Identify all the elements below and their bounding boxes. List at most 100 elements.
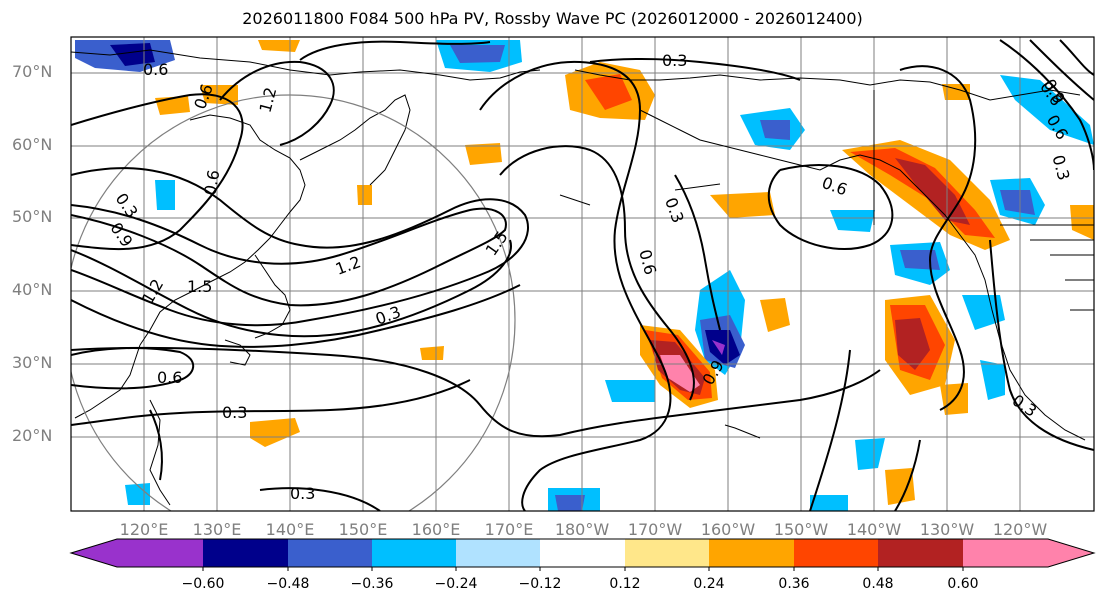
colorbar-segment — [878, 539, 963, 567]
contour-label: 1.5 — [187, 277, 212, 296]
lat-label-70n: 70°N — [12, 62, 53, 81]
shade-blob — [980, 360, 1005, 400]
contour-label: 0.3 — [290, 484, 315, 503]
map-title: 2026011800 F084 500 hPa PV, Rossby Wave … — [242, 9, 863, 28]
shade-blob — [605, 380, 655, 402]
lon-label-150e: 150°E — [338, 520, 388, 539]
lat-label-50n: 50°N — [12, 207, 53, 226]
map-frame — [70, 36, 1095, 512]
shade-blob — [450, 45, 505, 63]
pv-contours — [71, 39, 1094, 511]
colorbar-label: 0.60 — [947, 576, 979, 592]
shade-blob — [357, 185, 372, 205]
shade-blob — [585, 74, 632, 110]
colorbar-segment — [709, 539, 794, 567]
colorbar-label: −0.48 — [266, 576, 310, 592]
colorbar-segment — [117, 539, 203, 567]
contour-line — [989, 239, 1094, 451]
contour-line — [71, 346, 881, 438]
coastline — [559, 194, 591, 206]
contour-line — [149, 409, 163, 481]
contour-line — [894, 439, 921, 511]
coastline — [74, 344, 141, 419]
lon-label-150w: 150°W — [773, 520, 829, 539]
contour-line — [71, 167, 529, 327]
shade-blob — [810, 495, 848, 511]
colorbar-label: 0.36 — [778, 576, 810, 592]
contour-line — [499, 145, 695, 401]
lon-label-160e: 160°E — [411, 520, 461, 539]
lon-label-170w: 170°W — [627, 520, 683, 539]
colorbar-extend-right — [1048, 539, 1094, 567]
shade-blob — [830, 210, 875, 232]
coastline — [71, 49, 541, 81]
lon-label-160w: 160°W — [700, 520, 756, 539]
contour-line — [1059, 39, 1094, 76]
shade-blob — [900, 250, 940, 270]
shade-blob — [895, 158, 970, 225]
contour-line — [71, 239, 512, 338]
shade-blob — [760, 298, 790, 332]
shade-blob — [555, 495, 585, 511]
contour-line — [71, 284, 521, 348]
contour-line — [71, 379, 471, 426]
shade-blob — [1000, 190, 1035, 215]
contour-label: 0.6 — [143, 60, 168, 79]
shade-blob — [1070, 205, 1094, 240]
contour-line — [71, 93, 244, 251]
coastline — [1030, 239, 1094, 311]
contour-line — [71, 204, 507, 307]
contour-line — [299, 40, 491, 61]
shade-blob — [1000, 75, 1094, 145]
colorbar-label: −0.24 — [434, 576, 478, 592]
colorbar-extend-left — [71, 539, 117, 567]
contour-line — [1029, 39, 1094, 101]
colorbar-segment — [540, 539, 625, 567]
shade-blob — [465, 143, 502, 165]
coastline — [639, 109, 1086, 441]
contour-line — [589, 58, 801, 81]
coastlines — [71, 49, 1094, 506]
shade-blob — [250, 418, 300, 447]
lon-label-170e: 170°E — [484, 520, 534, 539]
lat-label-40n: 40°N — [12, 280, 53, 299]
colorbar-label: 0.12 — [609, 576, 641, 592]
colorbar-segment — [456, 539, 540, 567]
colorbar-label: 0.24 — [693, 576, 725, 592]
lat-label-60n: 60°N — [12, 135, 53, 154]
lat-label-20n: 20°N — [12, 426, 53, 445]
lon-label-130e: 130°E — [192, 520, 242, 539]
lon-label-180w: 180°W — [554, 520, 610, 539]
lat-label-30n: 30°N — [12, 353, 53, 372]
shade-blob — [760, 120, 790, 140]
lon-label-130w: 130°W — [919, 520, 975, 539]
shade-blob — [710, 192, 775, 218]
lon-label-140e: 140°E — [265, 520, 315, 539]
colorbar-segment — [794, 539, 878, 567]
colorbar-label: −0.60 — [181, 576, 225, 592]
lon-label-140w: 140°W — [846, 520, 902, 539]
coastline — [139, 114, 306, 346]
colorbar-segment — [203, 539, 288, 567]
coastline — [299, 94, 411, 186]
colorbar-outline — [69, 538, 1096, 568]
shade-blob — [885, 468, 915, 505]
contour-line — [809, 349, 851, 511]
shade-blob — [155, 180, 175, 210]
colorbar-segment — [288, 539, 372, 567]
coastline — [149, 399, 171, 506]
contour-label: 0.3 — [222, 403, 247, 422]
shade-blob — [962, 295, 1005, 330]
colorbar-label: −0.12 — [518, 576, 562, 592]
coastline — [574, 69, 1081, 101]
shade-blob — [855, 438, 885, 470]
shade-blob — [895, 318, 930, 370]
lon-label-120w: 120°W — [992, 520, 1048, 539]
colorbar — [69, 538, 1096, 571]
contour-label: 0.6 — [200, 168, 223, 196]
contour-line — [219, 60, 335, 146]
coastline — [224, 339, 251, 366]
contour-line — [674, 174, 721, 331]
colorbar-label: 0.48 — [862, 576, 894, 592]
